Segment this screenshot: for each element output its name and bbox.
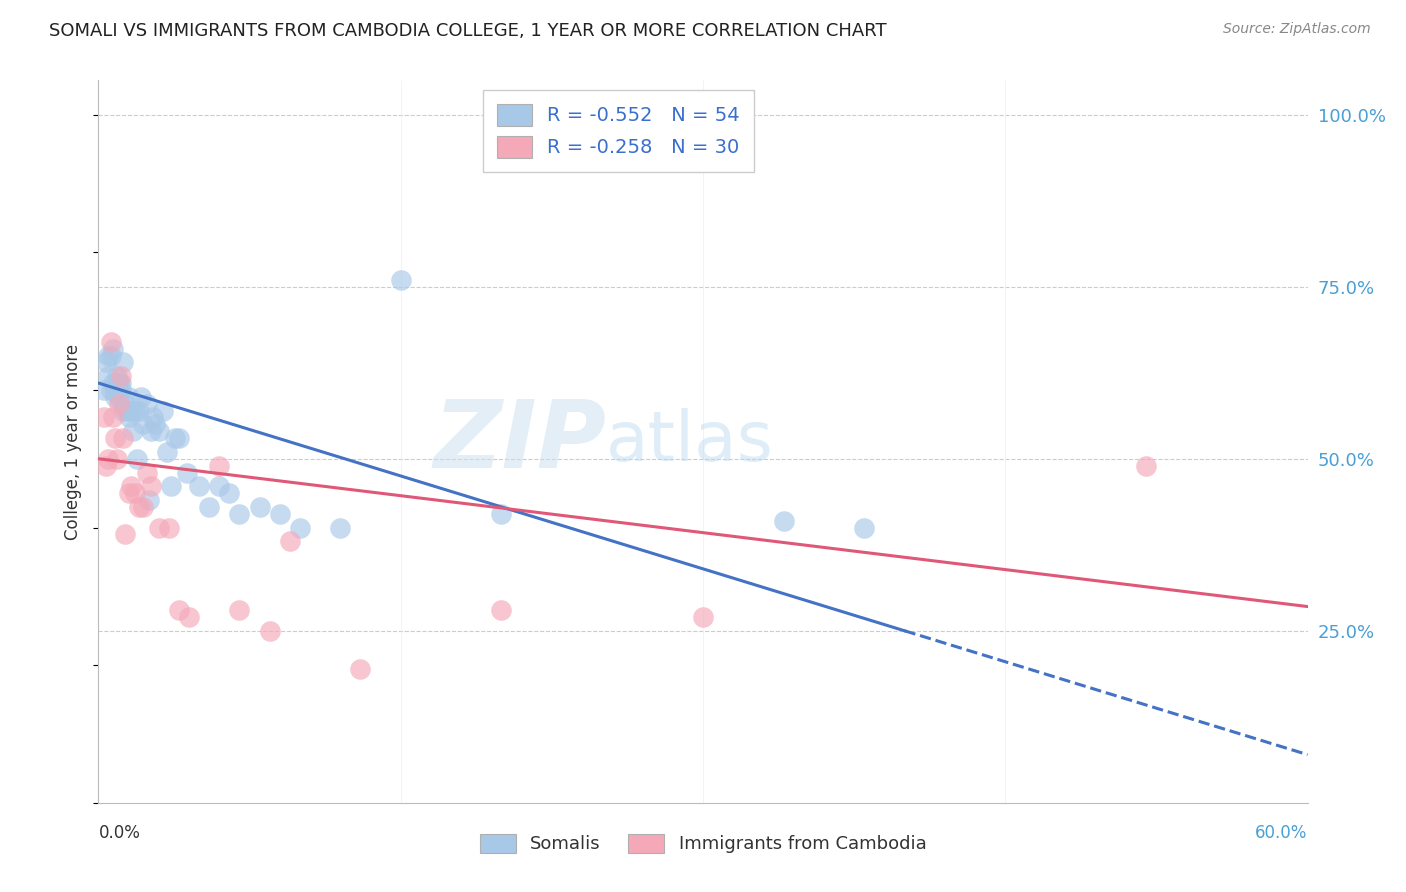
Point	[105, 451, 128, 466]
Point	[100, 349, 122, 363]
Point	[853, 520, 876, 534]
Text: SOMALI VS IMMIGRANTS FROM CAMBODIA COLLEGE, 1 YEAR OR MORE CORRELATION CHART: SOMALI VS IMMIGRANTS FROM CAMBODIA COLLE…	[49, 22, 887, 40]
Point	[218, 486, 240, 500]
Point	[188, 479, 211, 493]
Point	[96, 355, 118, 369]
Point	[93, 410, 115, 425]
Point	[129, 390, 152, 404]
Point	[100, 334, 122, 349]
Point	[389, 273, 412, 287]
Point	[139, 479, 162, 493]
Point	[208, 458, 231, 473]
Point	[111, 403, 134, 417]
Point	[128, 500, 150, 514]
Point	[1135, 458, 1157, 473]
Point	[124, 486, 146, 500]
Text: 60.0%: 60.0%	[1256, 824, 1308, 842]
Point	[198, 500, 221, 514]
Point	[100, 383, 122, 397]
Point	[101, 376, 124, 390]
Point	[115, 403, 138, 417]
Point	[107, 397, 129, 411]
Point	[114, 397, 136, 411]
Point	[120, 403, 142, 417]
Point	[101, 342, 124, 356]
Point	[107, 376, 129, 390]
Point	[148, 424, 170, 438]
Point	[121, 424, 143, 438]
Point	[105, 369, 128, 384]
Point	[111, 355, 134, 369]
Point	[349, 662, 371, 676]
Point	[111, 431, 134, 445]
Point	[288, 520, 311, 534]
Point	[118, 486, 141, 500]
Text: ZIP: ZIP	[433, 395, 606, 488]
Point	[97, 369, 120, 384]
Point	[110, 376, 132, 390]
Point	[259, 624, 281, 638]
Point	[132, 500, 155, 514]
Point	[135, 397, 157, 411]
Point	[120, 479, 142, 493]
Point	[128, 403, 150, 417]
Point	[163, 431, 186, 445]
Point	[208, 479, 231, 493]
Point	[101, 410, 124, 425]
Point	[148, 520, 170, 534]
Point	[107, 390, 129, 404]
Point	[96, 458, 118, 473]
Point	[329, 520, 352, 534]
Point	[167, 603, 190, 617]
Point	[143, 417, 166, 432]
Text: Source: ZipAtlas.com: Source: ZipAtlas.com	[1223, 22, 1371, 37]
Point	[97, 349, 120, 363]
Text: 0.0%: 0.0%	[98, 824, 141, 842]
Point	[491, 603, 513, 617]
Point	[692, 610, 714, 624]
Point	[103, 431, 125, 445]
Legend: Somalis, Immigrants from Cambodia: Somalis, Immigrants from Cambodia	[472, 826, 934, 861]
Point	[491, 507, 513, 521]
Text: atlas: atlas	[606, 408, 775, 475]
Point	[160, 479, 183, 493]
Point	[132, 417, 155, 432]
Point	[114, 527, 136, 541]
Point	[176, 466, 198, 480]
Point	[249, 500, 271, 514]
Point	[125, 451, 148, 466]
Point	[110, 383, 132, 397]
Point	[118, 410, 141, 425]
Point	[105, 376, 128, 390]
Legend: R = -0.552   N = 54, R = -0.258   N = 30: R = -0.552 N = 54, R = -0.258 N = 30	[484, 90, 754, 172]
Point	[138, 493, 160, 508]
Point	[139, 424, 162, 438]
Point	[772, 514, 794, 528]
Point	[269, 507, 291, 521]
Point	[278, 534, 301, 549]
Point	[110, 369, 132, 384]
Y-axis label: College, 1 year or more: College, 1 year or more	[65, 343, 83, 540]
Point	[142, 410, 165, 425]
Point	[103, 383, 125, 397]
Point	[93, 383, 115, 397]
Point	[124, 403, 146, 417]
Point	[179, 610, 201, 624]
Point	[156, 445, 179, 459]
Point	[135, 466, 157, 480]
Point	[157, 520, 180, 534]
Point	[228, 603, 250, 617]
Point	[167, 431, 190, 445]
Point	[152, 403, 174, 417]
Point	[228, 507, 250, 521]
Point	[118, 390, 141, 404]
Point	[103, 390, 125, 404]
Point	[97, 451, 120, 466]
